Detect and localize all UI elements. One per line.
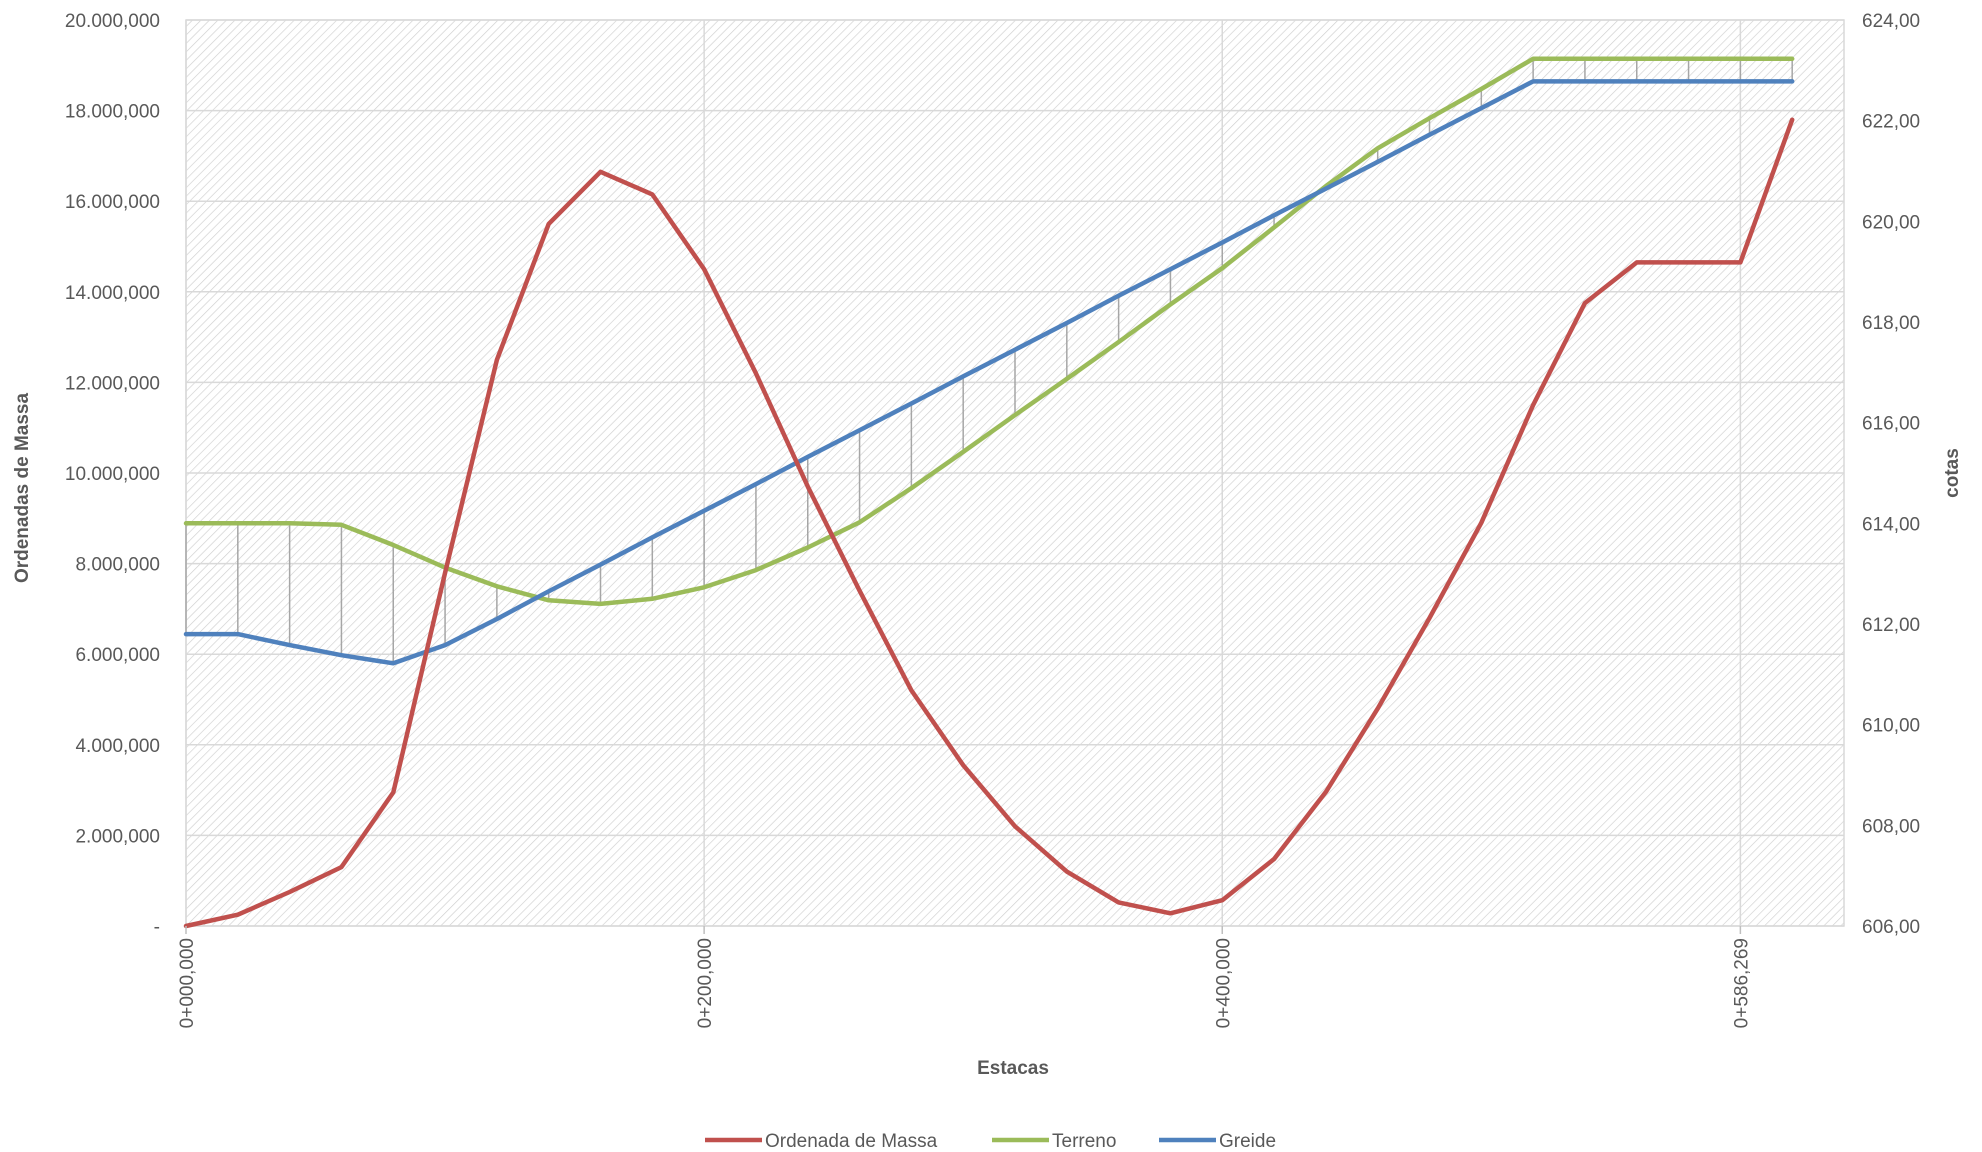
- left-axis-tick-label: 4.000,000: [75, 736, 160, 757]
- x-axis-tick-label: 0+200,000: [695, 938, 716, 1028]
- right-axis-tick-label: 620,00: [1862, 212, 1920, 233]
- left-axis-tick-label: 14.000,000: [65, 283, 160, 304]
- right-axis-tick-label: 612,00: [1862, 615, 1920, 636]
- left-axis-tick-label: 10.000,000: [65, 464, 160, 485]
- right-axis-tick-label: 606,00: [1862, 917, 1920, 938]
- right-axis-tick-label: 622,00: [1862, 112, 1920, 133]
- legend-label-ordenada-de-massa: Ordenada de Massa: [765, 1131, 938, 1152]
- gridlines: [185, 19, 1845, 927]
- left-axis-tick-label: 20.000,000: [65, 11, 160, 32]
- left-axis-tick-label: 12.000,000: [65, 373, 160, 394]
- left-axis-tick-label: 8.000,000: [75, 555, 160, 576]
- left-axis-title: Ordenadas de Massa: [12, 393, 33, 584]
- left-axis-tick-label: 6.000,000: [75, 645, 160, 666]
- series-line-terreno: [183, 56, 1795, 607]
- plot-area-border: [185, 19, 1845, 927]
- right-axis-tick-label: 616,00: [1862, 414, 1920, 435]
- legend-label-greide: Greide: [1219, 1131, 1276, 1152]
- left-axis-tick-label: 18.000,000: [65, 102, 160, 123]
- right-axis-tick-label: 614,00: [1862, 514, 1920, 535]
- left-axis-tick-label: 16.000,000: [65, 192, 160, 213]
- left-axis-tick-label: -: [154, 917, 160, 938]
- series-line-greide: [183, 79, 1795, 666]
- x-axis: 0+000,000 0+200,000 0+400,000 0+586,269: [177, 926, 1752, 1028]
- x-axis-tick-label: 0+000,000: [177, 938, 198, 1028]
- x-axis-title: Estacas: [977, 1058, 1049, 1079]
- x-axis-tick-label: 0+400,000: [1213, 938, 1234, 1028]
- legend-label-terreno: Terreno: [1052, 1131, 1116, 1152]
- left-axis: - 2.000,000 4.000,000 6.000,000 8.000,000 10.…: [65, 11, 160, 938]
- right-axis: 606,00 608,00 610,00 612,00 614,00 616,00 618,…: [1862, 11, 1920, 938]
- right-axis-tick-label: 618,00: [1862, 313, 1920, 334]
- right-axis-tick-label: 610,00: [1862, 716, 1920, 737]
- x-axis-tick-label: 0+586,269: [1731, 938, 1752, 1028]
- right-axis-tick-label: 608,00: [1862, 816, 1920, 837]
- legend: Ordenada de Massa Terreno Greide: [705, 1131, 1276, 1152]
- right-axis-tick-label: 624,00: [1862, 11, 1920, 32]
- left-axis-tick-label: 2.000,000: [75, 826, 160, 847]
- right-axis-title: cotas: [1942, 448, 1963, 498]
- series-lines: [183, 56, 1795, 929]
- series-line-ordenada-de-massa: [183, 117, 1795, 929]
